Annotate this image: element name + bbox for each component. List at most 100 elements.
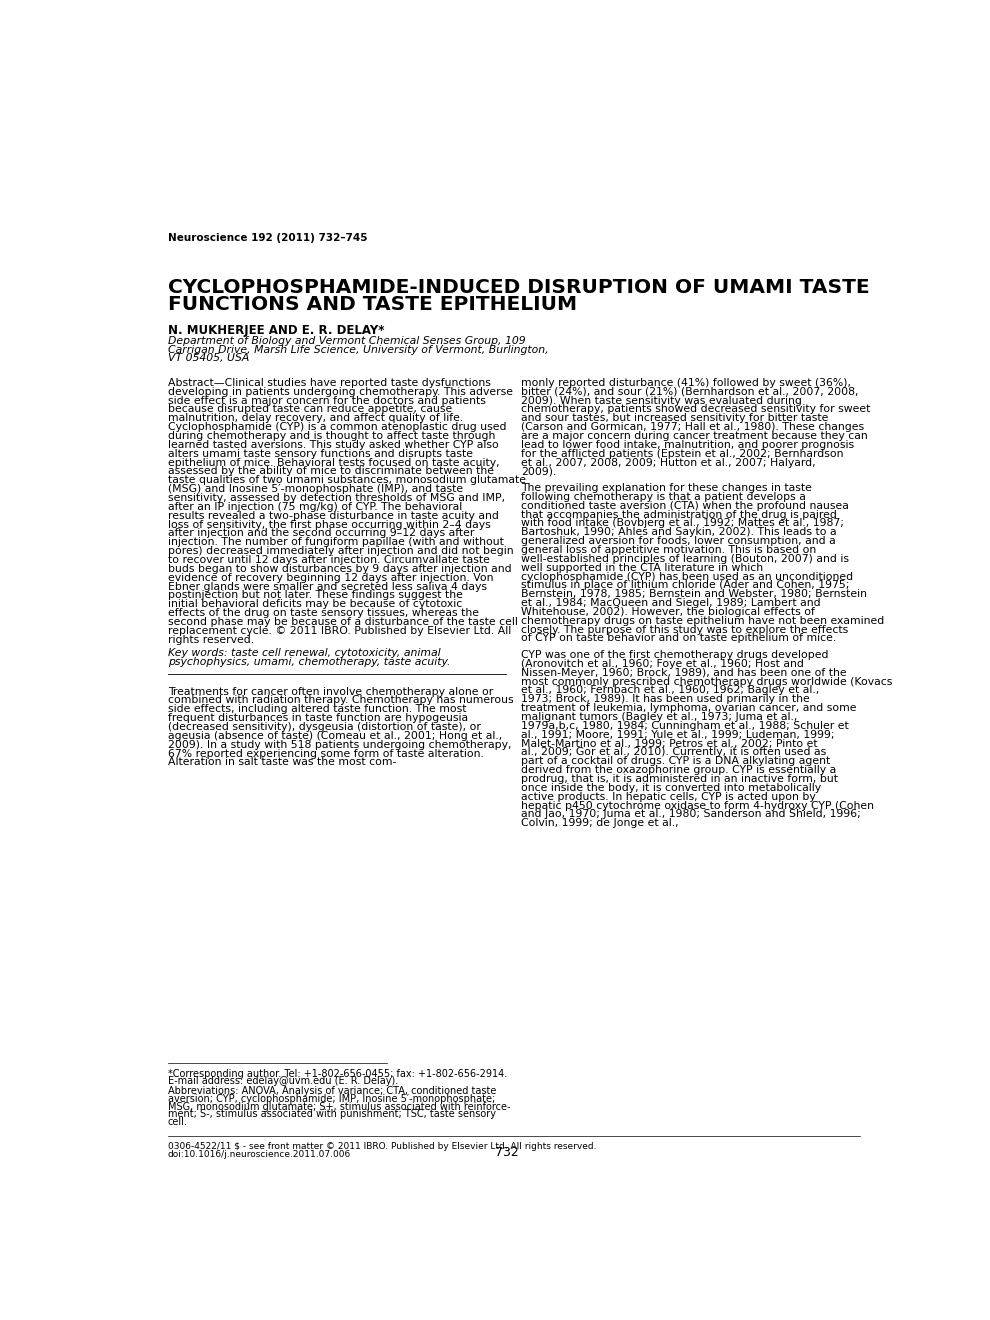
- Text: psychophysics, umami, chemotherapy, taste acuity.: psychophysics, umami, chemotherapy, tast…: [168, 657, 450, 668]
- Text: taste qualities of two umami substances, monosodium glutamate: taste qualities of two umami substances,…: [168, 475, 526, 486]
- Text: once inside the body, it is converted into metabolically: once inside the body, it is converted in…: [522, 783, 822, 793]
- Text: VT 05405, USA: VT 05405, USA: [168, 354, 249, 363]
- Text: are a major concern during cancer treatment because they can: are a major concern during cancer treatm…: [522, 430, 868, 441]
- Text: et al., 1984; MacQueen and Siegel, 1989; Lambert and: et al., 1984; MacQueen and Siegel, 1989;…: [522, 598, 821, 609]
- Text: Nissen-Meyer, 1960; Brock, 1989), and has been one of the: Nissen-Meyer, 1960; Brock, 1989), and ha…: [522, 668, 847, 677]
- Text: that accompanies the administration of the drug is paired: that accompanies the administration of t…: [522, 510, 838, 520]
- Text: after an IP injection (75 mg/kg) of CYP. The behavioral: after an IP injection (75 mg/kg) of CYP.…: [168, 502, 462, 512]
- Text: treatment of leukemia, lymphoma, ovarian cancer, and some: treatment of leukemia, lymphoma, ovarian…: [522, 704, 856, 713]
- Text: side effects, including altered taste function. The most: side effects, including altered taste fu…: [168, 705, 466, 714]
- Text: cyclophosphamide (CYP) has been used as an unconditioned: cyclophosphamide (CYP) has been used as …: [522, 572, 853, 582]
- Text: combined with radiation therapy. Chemotherapy has numerous: combined with radiation therapy. Chemoth…: [168, 696, 514, 705]
- Text: because disrupted taste can reduce appetite, cause: because disrupted taste can reduce appet…: [168, 404, 452, 414]
- Text: following chemotherapy is that a patient develops a: following chemotherapy is that a patient…: [522, 492, 806, 502]
- Text: aversion; CYP, cyclophosphamide; IMP, Inosine 5′-monophosphate;: aversion; CYP, cyclophosphamide; IMP, In…: [168, 1094, 495, 1104]
- Text: effects of the drug on taste sensory tissues, whereas the: effects of the drug on taste sensory tis…: [168, 609, 479, 618]
- Text: The prevailing explanation for these changes in taste: The prevailing explanation for these cha…: [522, 483, 812, 492]
- Text: Carrigan Drive, Marsh Life Science, University of Vermont, Burlington,: Carrigan Drive, Marsh Life Science, Univ…: [168, 345, 548, 355]
- Text: Colvin, 1999; de Jonge et al.,: Colvin, 1999; de Jonge et al.,: [522, 818, 679, 828]
- Text: and sour tastes, but increased sensitivity for bitter taste: and sour tastes, but increased sensitivi…: [522, 413, 829, 424]
- Text: results revealed a two-phase disturbance in taste acuity and: results revealed a two-phase disturbance…: [168, 511, 499, 520]
- Text: Malet-Martino et al., 1999; Petros et al., 2002; Pinto et: Malet-Martino et al., 1999; Petros et al…: [522, 739, 818, 748]
- Text: well supported in the CTA literature in which: well supported in the CTA literature in …: [522, 562, 763, 573]
- Text: loss of sensitivity, the first phase occurring within 2–4 days: loss of sensitivity, the first phase occ…: [168, 520, 491, 529]
- Text: CYP was one of the first chemotherapy drugs developed: CYP was one of the first chemotherapy dr…: [522, 649, 829, 660]
- Text: Ebner glands were smaller and secreted less saliva 4 days: Ebner glands were smaller and secreted l…: [168, 582, 487, 591]
- Text: postinjection but not later. These findings suggest the: postinjection but not later. These findi…: [168, 590, 462, 601]
- Text: 2009). In a study with 518 patients undergoing chemotherapy,: 2009). In a study with 518 patients unde…: [168, 739, 512, 750]
- Text: MSG, monosodium glutamate; S+, stimulus associated with reinforce-: MSG, monosodium glutamate; S+, stimulus …: [168, 1102, 511, 1111]
- Text: (Carson and Gormican, 1977; Hall et al., 1980). These changes: (Carson and Gormican, 1977; Hall et al.,…: [522, 422, 864, 432]
- Text: E-mail address: edelay@uvm.edu (E. R. Delay).: E-mail address: edelay@uvm.edu (E. R. De…: [168, 1076, 398, 1086]
- Text: derived from the oxazophorine group. CYP is essentially a: derived from the oxazophorine group. CYP…: [522, 766, 837, 775]
- Text: stimulus in place of lithium chloride (Ader and Cohen, 1975;: stimulus in place of lithium chloride (A…: [522, 581, 849, 590]
- Text: replacement cycle. © 2011 IBRO. Published by Elsevier Ltd. All: replacement cycle. © 2011 IBRO. Publishe…: [168, 626, 511, 636]
- Text: 732: 732: [496, 1146, 519, 1159]
- Text: bitter (24%), and sour (21%) (Bernhardson et al., 2007, 2008,: bitter (24%), and sour (21%) (Bernhardso…: [522, 387, 859, 397]
- Text: learned tasted aversions. This study asked whether CYP also: learned tasted aversions. This study ask…: [168, 440, 499, 450]
- Text: frequent disturbances in taste function are hypogeusia: frequent disturbances in taste function …: [168, 713, 468, 723]
- Text: assessed by the ability of mice to discriminate between the: assessed by the ability of mice to discr…: [168, 466, 494, 477]
- Text: (Aronovitch et al., 1960; Foye et al., 1960; Host and: (Aronovitch et al., 1960; Foye et al., 1…: [522, 659, 804, 669]
- Text: et al., 2007, 2008, 2009; Hutton et al., 2007; Halyard,: et al., 2007, 2008, 2009; Hutton et al.,…: [522, 458, 816, 467]
- Text: Key words: taste cell renewal, cytotoxicity, animal: Key words: taste cell renewal, cytotoxic…: [168, 648, 441, 659]
- Text: buds began to show disturbances by 9 days after injection and: buds began to show disturbances by 9 day…: [168, 564, 512, 574]
- Text: with food intake (Bovbjerg et al., 1992; Mattes et al., 1987;: with food intake (Bovbjerg et al., 1992;…: [522, 519, 844, 528]
- Text: 2009).: 2009).: [522, 466, 556, 477]
- Text: CYCLOPHOSPHAMIDE-INDUCED DISRUPTION OF UMAMI TASTE: CYCLOPHOSPHAMIDE-INDUCED DISRUPTION OF U…: [168, 277, 869, 297]
- Text: generalized aversion for foods, lower consumption, and a: generalized aversion for foods, lower co…: [522, 536, 837, 546]
- Text: Abstract—Clinical studies have reported taste dysfunctions: Abstract—Clinical studies have reported …: [168, 378, 491, 388]
- Text: side effect is a major concern for the doctors and patients: side effect is a major concern for the d…: [168, 396, 486, 405]
- Text: Neuroscience 192 (2011) 732–745: Neuroscience 192 (2011) 732–745: [168, 234, 367, 243]
- Text: al., 2009; Gor et al., 2010). Currently, it is often used as: al., 2009; Gor et al., 2010). Currently,…: [522, 747, 827, 758]
- Text: initial behavioral deficits may be because of cytotoxic: initial behavioral deficits may be becau…: [168, 599, 462, 610]
- Text: alters umami taste sensory functions and disrupts taste: alters umami taste sensory functions and…: [168, 449, 473, 458]
- Text: Alteration in salt taste was the most com-: Alteration in salt taste was the most co…: [168, 758, 396, 767]
- Text: cell.: cell.: [168, 1117, 188, 1127]
- Text: malnutrition, delay recovery, and affect quality of life.: malnutrition, delay recovery, and affect…: [168, 413, 463, 424]
- Text: 1979a,b,c, 1980, 1984; Cunningham et al., 1988; Schuler et: 1979a,b,c, 1980, 1984; Cunningham et al.…: [522, 721, 849, 731]
- Text: evidence of recovery beginning 12 days after injection. Von: evidence of recovery beginning 12 days a…: [168, 573, 493, 582]
- Text: 0306-4522/11 $ - see front matter © 2011 IBRO. Published by Elsevier Ltd. All ri: 0306-4522/11 $ - see front matter © 2011…: [168, 1143, 596, 1151]
- Text: chemotherapy drugs on taste epithelium have not been examined: chemotherapy drugs on taste epithelium h…: [522, 615, 885, 626]
- Text: Treatments for cancer often involve chemotherapy alone or: Treatments for cancer often involve chem…: [168, 686, 493, 697]
- Text: of CYP on taste behavior and on taste epithelium of mice.: of CYP on taste behavior and on taste ep…: [522, 634, 837, 643]
- Text: to recover until 12 days after injection. Circumvallate taste: to recover until 12 days after injection…: [168, 554, 490, 565]
- Text: most commonly prescribed chemotherapy drugs worldwide (Kovacs: most commonly prescribed chemotherapy dr…: [522, 677, 893, 686]
- Text: second phase may be because of a disturbance of the taste cell: second phase may be because of a disturb…: [168, 616, 518, 627]
- Text: al., 1991; Moore, 1991; Yule et al., 1999; Ludeman, 1999;: al., 1991; Moore, 1991; Yule et al., 199…: [522, 730, 835, 739]
- Text: Department of Biology and Vermont Chemical Senses Group, 109: Department of Biology and Vermont Chemic…: [168, 337, 526, 346]
- Text: developing in patients undergoing chemotherapy. This adverse: developing in patients undergoing chemot…: [168, 387, 513, 397]
- Text: 2009). When taste sensitivity was evaluated during: 2009). When taste sensitivity was evalua…: [522, 396, 802, 405]
- Text: prodrug, that is, it is administered in an inactive form, but: prodrug, that is, it is administered in …: [522, 774, 839, 784]
- Text: and Jao, 1970; Juma et al., 1980; Sanderson and Shield, 1996;: and Jao, 1970; Juma et al., 1980; Sander…: [522, 809, 861, 820]
- Text: general loss of appetitive motivation. This is based on: general loss of appetitive motivation. T…: [522, 545, 817, 554]
- Text: FUNCTIONS AND TASTE EPITHELIUM: FUNCTIONS AND TASTE EPITHELIUM: [168, 294, 577, 314]
- Text: conditioned taste aversion (CTA) when the profound nausea: conditioned taste aversion (CTA) when th…: [522, 500, 849, 511]
- Text: (decreased sensitivity), dysgeusia (distortion of taste), or: (decreased sensitivity), dysgeusia (dist…: [168, 722, 481, 733]
- Text: et al., 1960; Fernbach et al., 1960, 1962; Bagley et al.,: et al., 1960; Fernbach et al., 1960, 196…: [522, 685, 820, 696]
- Text: N. MUKHERJEE AND E. R. DELAY*: N. MUKHERJEE AND E. R. DELAY*: [168, 323, 384, 337]
- Text: Cyclophosphamide (CYP) is a common atenoplastic drug used: Cyclophosphamide (CYP) is a common ateno…: [168, 422, 507, 432]
- Text: for the afflicted patients (Epstein et al., 2002; Bernhardson: for the afflicted patients (Epstein et a…: [522, 449, 843, 458]
- Text: Whitehouse, 2002). However, the biological effects of: Whitehouse, 2002). However, the biologic…: [522, 607, 815, 616]
- Text: ment; S-, stimulus associated with punishment; TSC, taste sensory: ment; S-, stimulus associated with punis…: [168, 1109, 496, 1119]
- Text: part of a cocktail of drugs. CYP is a DNA alkylating agent: part of a cocktail of drugs. CYP is a DN…: [522, 756, 831, 767]
- Text: *Corresponding author. Tel: +1-802-656-0455; fax: +1-802-656-2914.: *Corresponding author. Tel: +1-802-656-0…: [168, 1069, 507, 1078]
- Text: epithelium of mice. Behavioral tests focused on taste acuity,: epithelium of mice. Behavioral tests foc…: [168, 458, 500, 467]
- Text: Bernstein, 1978, 1985; Bernstein and Webster, 1980; Bernstein: Bernstein, 1978, 1985; Bernstein and Web…: [522, 589, 867, 599]
- Text: closely. The purpose of this study was to explore the effects: closely. The purpose of this study was t…: [522, 624, 848, 635]
- Text: after injection and the second occurring 9–12 days after: after injection and the second occurring…: [168, 528, 474, 539]
- Text: (MSG) and Inosine 5′-monophosphate (IMP), and taste: (MSG) and Inosine 5′-monophosphate (IMP)…: [168, 484, 463, 494]
- Text: 1973; Brock, 1989). It has been used primarily in the: 1973; Brock, 1989). It has been used pri…: [522, 694, 810, 705]
- Text: ageusia (absence of taste) (Comeau et al., 2001; Hong et al.,: ageusia (absence of taste) (Comeau et al…: [168, 731, 502, 741]
- Text: pores) decreased immediately after injection and did not begin: pores) decreased immediately after injec…: [168, 546, 514, 556]
- Text: Bartoshuk, 1990; Ahles and Saykin, 2002). This leads to a: Bartoshuk, 1990; Ahles and Saykin, 2002)…: [522, 527, 837, 537]
- Text: lead to lower food intake, malnutrition, and poorer prognosis: lead to lower food intake, malnutrition,…: [522, 440, 854, 450]
- Text: doi:10.1016/j.neuroscience.2011.07.006: doi:10.1016/j.neuroscience.2011.07.006: [168, 1150, 351, 1159]
- Text: during chemotherapy and is thought to affect taste through: during chemotherapy and is thought to af…: [168, 430, 495, 441]
- Text: injection. The number of fungiform papillae (with and without: injection. The number of fungiform papil…: [168, 537, 504, 548]
- Text: active products. In hepatic cells, CYP is acted upon by: active products. In hepatic cells, CYP i…: [522, 792, 816, 801]
- Text: well-established principles of learning (Bouton, 2007) and is: well-established principles of learning …: [522, 554, 849, 564]
- Text: chemotherapy, patients showed decreased sensitivity for sweet: chemotherapy, patients showed decreased …: [522, 404, 870, 414]
